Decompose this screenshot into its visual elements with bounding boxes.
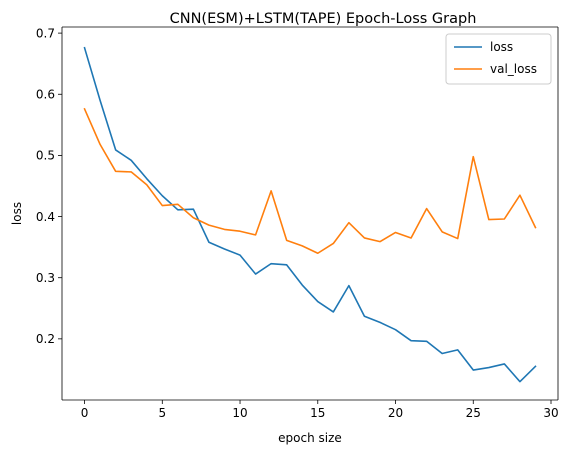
legend: loss val_loss (445, 33, 552, 85)
x-tick-label: 10 (232, 406, 247, 420)
y-tick-label: 0.6 (36, 87, 55, 101)
x-tick-label: 0 (81, 406, 89, 420)
y-axis-label: loss (10, 202, 24, 225)
x-tick-label: 30 (543, 406, 558, 420)
y-tick-label: 0.3 (36, 271, 55, 285)
y-axis-ticks: 0.2 0.3 0.4 0.5 0.6 0.7 (36, 26, 62, 346)
x-axis-ticks: 0 5 10 15 20 25 30 (81, 400, 559, 420)
legend-label-loss: loss (490, 40, 513, 54)
plot-area (62, 27, 558, 400)
series-layer (83, 46, 537, 383)
series-line-loss (83, 46, 537, 383)
x-tick-label: 20 (388, 406, 403, 420)
x-tick-label: 5 (158, 406, 166, 420)
y-tick-label: 0.7 (36, 26, 55, 40)
axes-frame (61, 26, 559, 401)
legend-label-val_loss: val_loss (490, 62, 537, 76)
x-tick-label: 15 (310, 406, 325, 420)
series-line-val_loss (83, 107, 537, 255)
y-tick-label: 0.5 (36, 149, 55, 163)
x-tick-label: 25 (466, 406, 481, 420)
chart-title: CNN(ESM)+LSTM(TAPE) Epoch-Loss Graph (170, 11, 477, 27)
y-tick-label: 0.4 (36, 210, 55, 224)
x-axis-label: epoch size (278, 431, 342, 445)
y-tick-label: 0.2 (36, 332, 55, 346)
